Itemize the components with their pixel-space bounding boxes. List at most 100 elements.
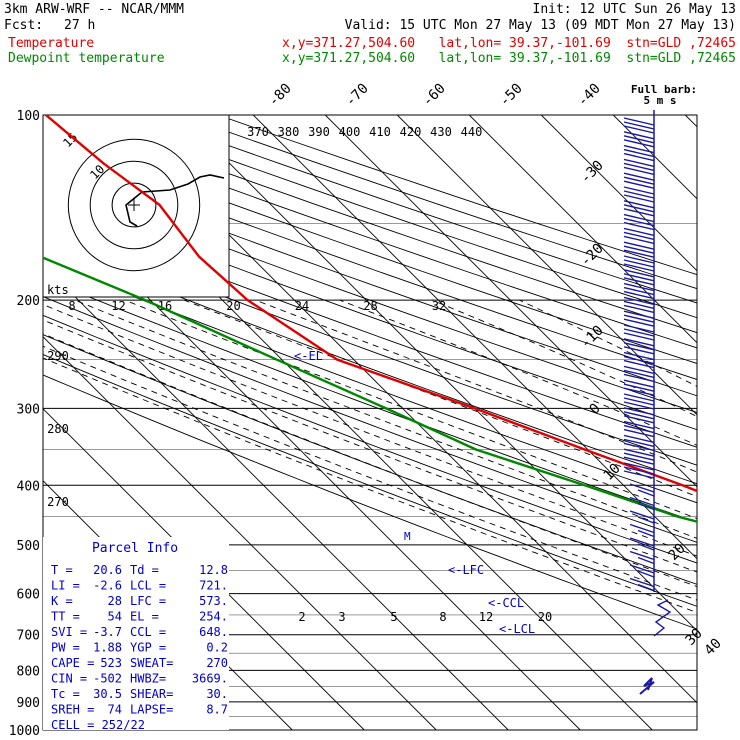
wind-barb	[629, 550, 655, 565]
moist-adiabat-line	[183, 299, 697, 498]
pressure-label: 500	[17, 539, 40, 554]
isotherm-label: -10	[578, 323, 607, 352]
wind-barb-feather	[623, 462, 655, 471]
wind-barb	[623, 227, 655, 245]
theta-label: 380	[278, 125, 300, 139]
moist-adiabat-line	[43, 319, 697, 573]
wind-barb-feather	[623, 300, 655, 310]
wind-barb-feather	[623, 144, 655, 154]
wind-barb	[623, 144, 655, 162]
wind-barb	[629, 577, 655, 592]
wind-barb-feather	[623, 162, 655, 172]
barb-legend-title: Full barb:	[631, 83, 697, 96]
dewpoint-legend: Dewpoint temperature	[8, 51, 165, 66]
wind-barb-feather	[623, 180, 655, 189]
mixing-ratio-label: 8	[68, 299, 75, 313]
wind-barb-feather	[623, 318, 655, 327]
isotherm-line	[540, 115, 697, 272]
wind-barb-feather	[623, 420, 655, 430]
parcel-param-name: LI =	[51, 579, 80, 593]
wind-barb	[629, 496, 655, 511]
parcel-param-value: 20.6	[93, 563, 122, 577]
isotherm-line	[180, 115, 697, 632]
wind-barb-feather	[623, 452, 655, 461]
wind-barb-feather	[637, 570, 655, 578]
hodograph-box	[42, 114, 230, 298]
parcel-param-value: 30.5	[93, 687, 122, 701]
isotherm-line	[396, 115, 697, 416]
pressure-label: 800	[17, 664, 40, 679]
mixing-ratio-label: 32	[432, 299, 446, 313]
parcel-param-name: CIN =	[51, 672, 87, 686]
wind-barb-feather	[623, 166, 655, 176]
dry-adiabat-line	[180, 115, 697, 290]
parcel-param-value: -3.7	[93, 625, 122, 639]
wind-barb-feather	[623, 231, 655, 241]
mixing-ratio-label: 20	[226, 299, 240, 313]
wind-barb	[629, 523, 655, 538]
temperature-location: x,y=371.27,504.60 lat,lon= 39.37,-101.69…	[282, 36, 736, 51]
dewpoint-location: x,y=371.27,504.60 lat,lon= 39.37,-101.69…	[282, 51, 736, 66]
wind-barb-feather	[623, 383, 655, 392]
wind-barb	[623, 434, 655, 452]
wind-barb	[629, 483, 655, 497]
model-title: 3km ARW-WRF -- NCAR/MMM	[4, 2, 185, 17]
wind-barb	[629, 564, 655, 578]
pressure-label: 600	[17, 588, 40, 603]
pressure-label: 200	[17, 294, 40, 309]
wind-barb	[623, 393, 655, 410]
wind-barb-feather	[623, 148, 655, 158]
wind-barb	[623, 324, 655, 341]
theta-label: 410	[369, 125, 391, 139]
wind-barb-feather	[623, 355, 655, 365]
wind-barb-feather	[623, 456, 655, 465]
parcel-param-value: 28	[108, 594, 122, 608]
isotherm-label: 40	[702, 636, 725, 659]
wind-barb-feather	[623, 269, 655, 278]
wind-barb-feather	[637, 556, 655, 565]
parcel-param-name: SWEAT=	[130, 656, 173, 670]
wind-barb-feather	[623, 235, 655, 245]
theta-label: 400	[339, 125, 361, 139]
wind-barb-feather	[637, 489, 655, 497]
parcel-param-name: Tc =	[51, 687, 80, 701]
hodograph-ring	[111, 182, 157, 228]
wind-barb-feather	[629, 523, 655, 534]
mixing-ratio-label: 24	[295, 299, 309, 313]
pressure-label: 900	[17, 696, 40, 711]
moist-adiabat-line	[339, 299, 697, 446]
parcel-param-name: EL =	[130, 610, 159, 624]
wind-barb	[623, 282, 655, 300]
wind-barb	[623, 241, 655, 258]
isotherm-line	[43, 408, 365, 730]
wind-barb-feather	[623, 221, 655, 231]
wind-barb-feather	[629, 496, 655, 507]
wind-barb	[623, 351, 655, 369]
moist-adiabat-line	[43, 304, 697, 557]
wind-barb-feather	[623, 176, 655, 185]
wind-barb-feather	[623, 314, 655, 323]
wind-barb	[623, 379, 655, 396]
isotherm-label: -20	[578, 241, 607, 270]
wind-barb-feather	[629, 537, 655, 547]
wind-barb	[623, 296, 655, 314]
wind-barb-feather	[637, 529, 655, 538]
wind-barb-feather	[623, 379, 655, 388]
wind-barb-feather	[623, 121, 655, 130]
wind-barb-feather	[623, 259, 655, 268]
pressure-label: 400	[17, 479, 40, 494]
parcel-param-value: 12.8	[199, 563, 228, 577]
isotherm-label: 20	[666, 541, 689, 564]
isotherm-line	[43, 336, 437, 730]
wind-barb-feather	[623, 369, 655, 379]
wind-barb	[623, 462, 655, 479]
wind-barb-low	[653, 599, 672, 637]
wind-barb-feather	[623, 282, 655, 292]
parcel-param-name: TT =	[51, 610, 80, 624]
parcel-param-name: HWBZ=	[130, 672, 166, 686]
wind-barb-feather	[629, 510, 655, 520]
theta-label: 390	[308, 125, 330, 139]
wind-barb	[623, 420, 655, 438]
parcel-param-name: CAPE =	[51, 656, 94, 670]
